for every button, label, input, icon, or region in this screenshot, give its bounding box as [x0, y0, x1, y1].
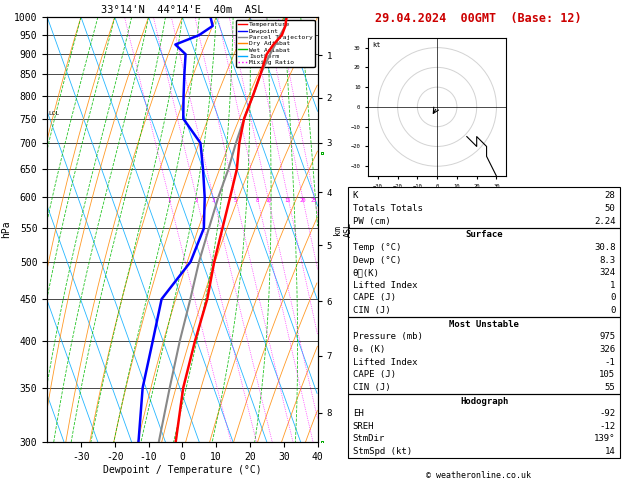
Text: EH: EH	[353, 409, 364, 418]
Text: 3: 3	[212, 198, 215, 203]
Text: 324: 324	[599, 268, 615, 277]
Title: 33°14'N  44°14'E  40m  ASL: 33°14'N 44°14'E 40m ASL	[101, 5, 264, 15]
Text: 0: 0	[610, 294, 615, 302]
Text: LCL: LCL	[48, 111, 59, 116]
Text: Lifted Index: Lifted Index	[353, 281, 417, 290]
Text: CAPE (J): CAPE (J)	[353, 370, 396, 379]
Text: CIN (J): CIN (J)	[353, 306, 391, 315]
Text: -92: -92	[599, 409, 615, 418]
Y-axis label: km
ASL: km ASL	[333, 222, 353, 237]
Y-axis label: hPa: hPa	[1, 221, 11, 239]
Text: CIN (J): CIN (J)	[353, 383, 391, 392]
Text: Temp (°C): Temp (°C)	[353, 243, 401, 252]
Text: 25: 25	[311, 198, 318, 203]
Text: PW (cm): PW (cm)	[353, 217, 391, 226]
Text: -12: -12	[599, 422, 615, 431]
Text: kt: kt	[372, 42, 381, 48]
Text: 326: 326	[599, 345, 615, 354]
X-axis label: Dewpoint / Temperature (°C): Dewpoint / Temperature (°C)	[103, 465, 262, 475]
Text: 8.3: 8.3	[599, 256, 615, 264]
Text: 10: 10	[265, 198, 271, 203]
Text: θₑ (K): θₑ (K)	[353, 345, 385, 354]
Bar	[348, 317, 620, 394]
Text: 5: 5	[234, 198, 237, 203]
Text: Hodograph: Hodograph	[460, 397, 508, 406]
Text: 50: 50	[604, 204, 615, 213]
Text: 139°: 139°	[594, 434, 615, 443]
Text: 29.04.2024  00GMT  (Base: 12): 29.04.2024 00GMT (Base: 12)	[375, 12, 581, 25]
Text: θᴇ(K): θᴇ(K)	[353, 268, 380, 277]
Text: 2.24: 2.24	[594, 217, 615, 226]
Text: Surface: Surface	[465, 230, 503, 240]
Text: StmDir: StmDir	[353, 434, 385, 443]
Text: SREH: SREH	[353, 422, 374, 431]
Text: 8: 8	[256, 198, 259, 203]
Text: 2: 2	[195, 198, 198, 203]
Text: Lifted Index: Lifted Index	[353, 358, 417, 366]
Text: © weatheronline.co.uk: © weatheronline.co.uk	[426, 471, 530, 480]
Text: 105: 105	[599, 370, 615, 379]
Text: CAPE (J): CAPE (J)	[353, 294, 396, 302]
Text: Totals Totals: Totals Totals	[353, 204, 423, 213]
Text: 55: 55	[604, 383, 615, 392]
Legend: Temperature, Dewpoint, Parcel Trajectory, Dry Adiabat, Wet Adiabat, Isotherm, Mi: Temperature, Dewpoint, Parcel Trajectory…	[236, 20, 314, 67]
Text: 0: 0	[610, 306, 615, 315]
Text: StmSpd (kt): StmSpd (kt)	[353, 447, 412, 456]
Text: 20: 20	[299, 198, 306, 203]
Text: Pressure (mb): Pressure (mb)	[353, 332, 423, 341]
Text: -1: -1	[604, 358, 615, 366]
Text: 1: 1	[610, 281, 615, 290]
Bar	[348, 228, 620, 317]
Text: 30.8: 30.8	[594, 243, 615, 252]
Bar	[348, 394, 620, 458]
Bar	[348, 187, 620, 228]
Text: Dewp (°C): Dewp (°C)	[353, 256, 401, 264]
Text: 1: 1	[167, 198, 170, 203]
Text: Most Unstable: Most Unstable	[449, 320, 519, 329]
Text: K: K	[353, 191, 358, 200]
Text: 975: 975	[599, 332, 615, 341]
Text: 28: 28	[604, 191, 615, 200]
Text: 14: 14	[604, 447, 615, 456]
Text: 15: 15	[285, 198, 291, 203]
